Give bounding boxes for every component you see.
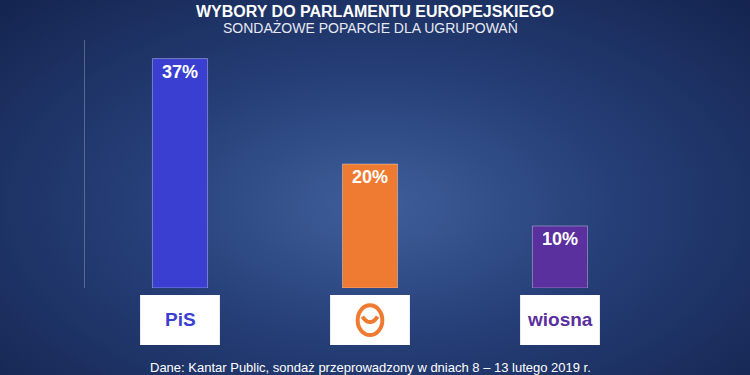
svg-text:wiosna: wiosna <box>527 309 593 330</box>
svg-text:Dane: Kantar Public, sondaż pr: Dane: Kantar Public, sondaż przeprowadzo… <box>150 360 591 375</box>
svg-text:PiS: PiS <box>165 309 196 330</box>
svg-text:SONDAŻOWE POPARCIE DLA UGRUPOW: SONDAŻOWE POPARCIE DLA UGRUPOWAŃ <box>223 19 518 36</box>
svg-text:20%: 20% <box>352 167 388 187</box>
svg-text:37%: 37% <box>162 62 198 82</box>
svg-text:10%: 10% <box>542 229 578 249</box>
svg-text:WYBORY DO PARLAMENTU EUROPEJSK: WYBORY DO PARLAMENTU EUROPEJSKIEGO <box>196 3 554 20</box>
